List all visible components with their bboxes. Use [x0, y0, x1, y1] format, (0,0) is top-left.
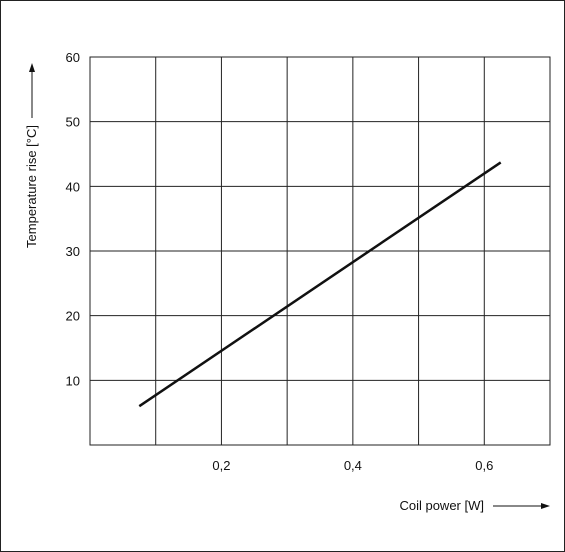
x-tick-label-5: 0,6: [475, 458, 493, 473]
y-tick-label-3: 40: [66, 179, 80, 194]
y-tick-label-5: 60: [66, 50, 80, 65]
x-tick-labels: 0,2 0,4 0,6: [212, 458, 493, 473]
y-tick-label-2: 30: [66, 244, 80, 259]
x-axis-arrow: [493, 503, 550, 509]
series-layer: [138, 161, 502, 408]
x-tick-label-1: 0,2: [212, 458, 230, 473]
y-tick-label-4: 50: [66, 115, 80, 130]
series-line-0: [138, 161, 502, 408]
plot-area: [89, 56, 551, 446]
grid-lines: [90, 56, 550, 445]
y-tick-labels: 10 20 30 40 50 60: [66, 50, 80, 388]
plot-frame: [89, 56, 551, 446]
y-axis-label: Temperature rise [°C]: [24, 125, 39, 248]
y-tick-label-0: 10: [66, 373, 80, 388]
y-tick-label-1: 20: [66, 309, 80, 324]
x-tick-label-3: 0,4: [344, 458, 362, 473]
y-axis-arrow: [29, 63, 35, 118]
x-axis-label: Coil power [W]: [399, 498, 484, 513]
